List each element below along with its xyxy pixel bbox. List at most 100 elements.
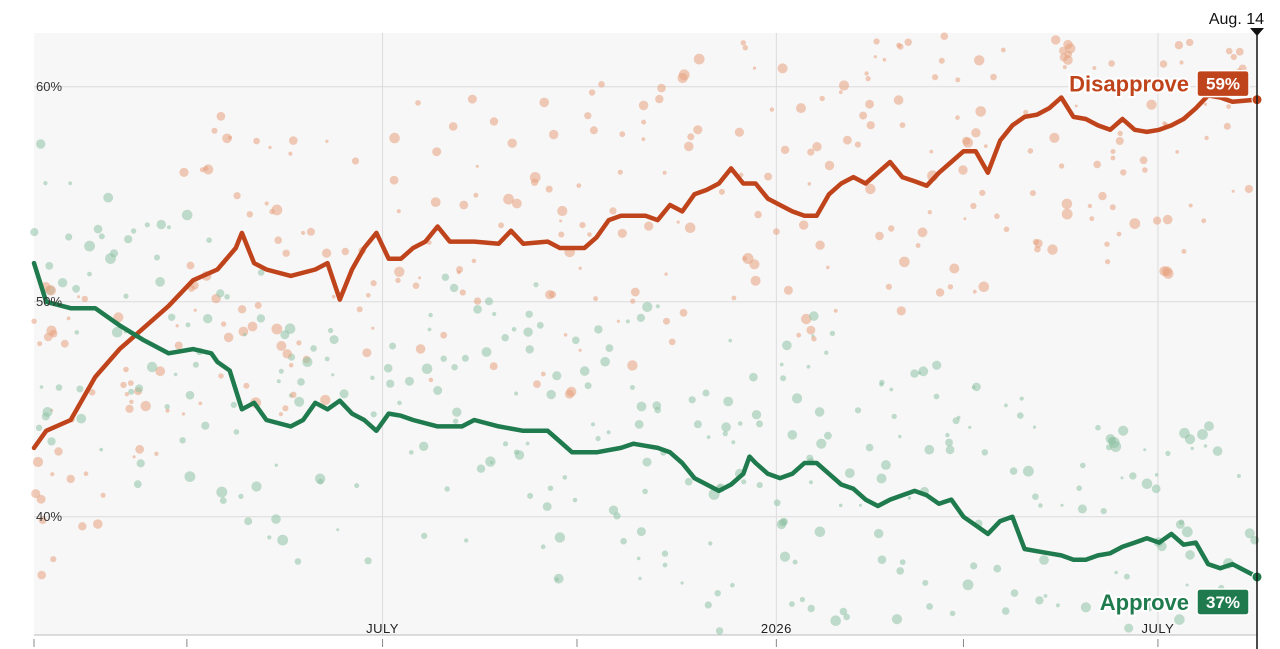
- poll-dot: [267, 535, 272, 540]
- poll-dot: [78, 522, 87, 531]
- poll-dot: [512, 198, 522, 209]
- poll-dot: [702, 389, 710, 397]
- poll-dot: [926, 603, 933, 610]
- poll-dot: [370, 375, 375, 380]
- poll-dot: [1162, 214, 1173, 225]
- poll-dot: [949, 610, 956, 617]
- poll-dot: [317, 478, 324, 485]
- poll-dot: [956, 415, 961, 420]
- poll-dot: [464, 538, 469, 543]
- poll-dot: [917, 227, 928, 238]
- poll-dot: [1226, 104, 1231, 109]
- poll-dot: [294, 396, 305, 407]
- poll-dot: [657, 83, 666, 93]
- poll-dot: [1032, 493, 1039, 501]
- poll-dot: [796, 103, 806, 114]
- poll-dot: [1201, 218, 1207, 224]
- poll-dot: [663, 317, 670, 325]
- poll-dot: [899, 122, 906, 128]
- poll-dot: [1124, 623, 1134, 633]
- poll-dot: [351, 157, 360, 165]
- poll-dot: [277, 534, 289, 546]
- poll-dot: [322, 248, 332, 258]
- poll-dot: [638, 576, 642, 581]
- poll-dot: [211, 127, 218, 134]
- poll-dot: [676, 220, 680, 224]
- poll-dot: [787, 430, 798, 440]
- poll-dot: [981, 449, 988, 456]
- series-line-disapprove: [31, 93, 1260, 451]
- poll-dot: [290, 391, 297, 398]
- poll-dot: [297, 378, 305, 386]
- poll-dot: [1093, 160, 1101, 169]
- poll-dot: [489, 362, 498, 371]
- poll-dot: [498, 222, 504, 229]
- poll-dot: [100, 492, 106, 498]
- poll-dot: [899, 256, 910, 268]
- poll-dot: [140, 400, 151, 412]
- poll-dot: [1153, 216, 1162, 225]
- poll-dot: [638, 100, 649, 111]
- poll-dot: [88, 389, 96, 396]
- poll-dot: [1144, 602, 1153, 612]
- poll-dot: [789, 601, 795, 607]
- poll-dot: [452, 407, 462, 417]
- poll-dot: [1095, 424, 1101, 431]
- poll-dot: [324, 356, 330, 362]
- poll-dot: [155, 277, 165, 287]
- poll-dot: [588, 89, 596, 96]
- poll-dot: [549, 129, 559, 140]
- poll-dot: [1032, 425, 1037, 429]
- poll-dot: [68, 181, 73, 186]
- poll-dot: [489, 117, 499, 126]
- poll-dot: [1117, 130, 1123, 137]
- poll-dot: [1174, 41, 1184, 50]
- poll-dot: [881, 460, 891, 470]
- poll-dot: [807, 604, 815, 613]
- poll-dot: [476, 464, 486, 473]
- poll-dot: [715, 627, 724, 635]
- poll-dot: [84, 240, 95, 252]
- poll-dot: [421, 532, 428, 540]
- poll-dot: [136, 459, 145, 468]
- poll-dot: [201, 421, 210, 430]
- poll-dot: [608, 505, 619, 515]
- poll-dot: [1154, 473, 1159, 477]
- poll-dot: [584, 112, 592, 120]
- poll-dot: [276, 341, 287, 351]
- poll-dot: [1092, 66, 1097, 70]
- poll-dot: [1060, 503, 1064, 507]
- poll-dot: [1061, 198, 1073, 210]
- poll-dot: [473, 305, 482, 314]
- poll-dot: [888, 225, 895, 232]
- poll-dot: [452, 418, 459, 424]
- poll-dot: [206, 237, 212, 243]
- poll-dot: [243, 332, 247, 337]
- poll-dot: [783, 285, 793, 295]
- poll-dot: [331, 373, 335, 377]
- poll-dot: [679, 308, 688, 317]
- poll-dot: [120, 381, 127, 389]
- poll-dot: [877, 555, 887, 564]
- poll-dot: [181, 209, 193, 221]
- poll-dot: [72, 284, 80, 293]
- poll-dot: [389, 342, 397, 350]
- poll-dot: [1181, 526, 1193, 538]
- poll-dot: [485, 297, 493, 306]
- poll-dot: [564, 389, 575, 399]
- poll-dot: [792, 559, 798, 565]
- poll-dot: [590, 422, 596, 427]
- poll-dot: [688, 396, 696, 404]
- poll-dot: [1039, 555, 1049, 565]
- poll-dot: [584, 382, 592, 390]
- poll-dot: [456, 270, 461, 275]
- poll-dot: [1001, 607, 1010, 615]
- poll-dot: [929, 149, 934, 154]
- poll-dot: [1146, 99, 1157, 110]
- poll-dot: [1059, 53, 1068, 62]
- poll-dot: [722, 431, 728, 437]
- poll-dot: [525, 310, 533, 318]
- poll-dot: [246, 211, 253, 218]
- poll-dot: [873, 38, 880, 45]
